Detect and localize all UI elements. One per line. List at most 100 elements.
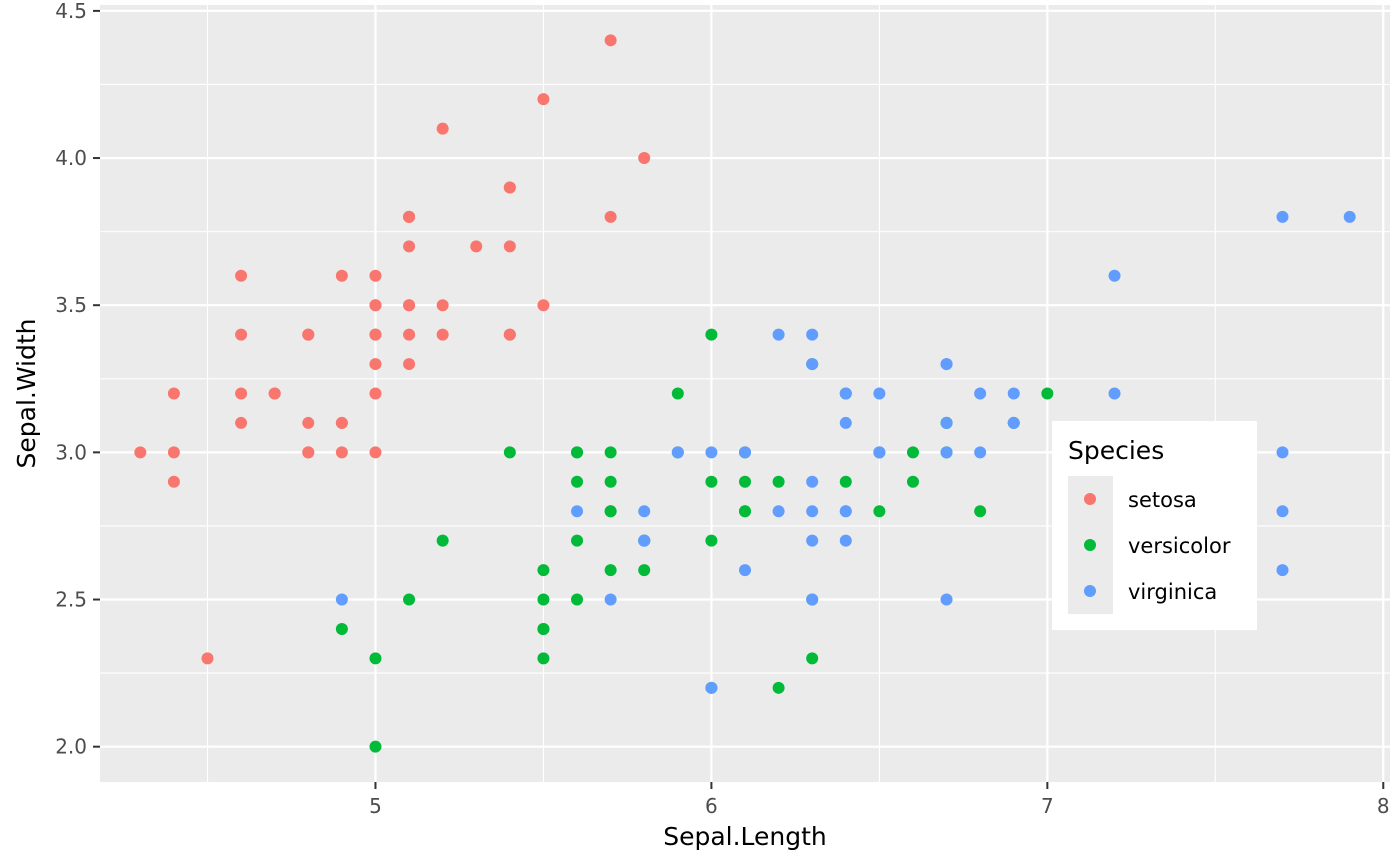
data-point-setosa — [235, 416, 248, 429]
y-tick-label: 3.5 — [55, 293, 87, 317]
x-tick-label: 6 — [705, 794, 718, 818]
grid-minor — [100, 5, 1390, 782]
data-point-virginica — [806, 358, 819, 371]
data-point-setosa — [167, 387, 180, 400]
data-point-virginica — [873, 446, 886, 459]
data-point-versicolor — [873, 505, 886, 518]
data-point-setosa — [436, 328, 449, 341]
data-point-versicolor — [739, 475, 751, 488]
data-point-setosa — [604, 210, 617, 223]
data-point-virginica — [638, 505, 651, 518]
data-point-virginica — [806, 475, 819, 488]
data-point-virginica — [806, 505, 819, 518]
data-point-virginica — [940, 593, 953, 606]
y-tick-label: 4.5 — [55, 0, 87, 23]
data-point-setosa — [335, 446, 348, 459]
data-point-versicolor — [537, 652, 550, 665]
data-point-setosa — [235, 328, 248, 341]
y-tick-label: 2.5 — [55, 588, 87, 612]
axes: 5 6 7 8 2.0 2.5 3.0 3.5 4.0 4.5 — [55, 0, 1389, 818]
data-point-setosa — [335, 269, 348, 282]
plot-panel — [100, 5, 1390, 782]
data-point-virginica — [940, 416, 953, 429]
data-point-setosa — [201, 652, 214, 665]
data-point-virginica — [1276, 210, 1289, 223]
data-point-virginica — [806, 328, 819, 341]
data-point-setosa — [167, 475, 180, 488]
data-point-versicolor — [638, 564, 651, 577]
data-point-setosa — [302, 446, 315, 459]
data-point-setosa — [436, 122, 449, 135]
data-point-versicolor — [571, 446, 584, 459]
data-point-versicolor — [571, 534, 584, 547]
data-point-versicolor — [335, 622, 348, 635]
data-point-virginica — [806, 593, 819, 606]
data-point-setosa — [369, 387, 382, 400]
data-point-setosa — [369, 299, 382, 312]
data-point-virginica — [974, 387, 987, 400]
data-point-setosa — [503, 240, 516, 253]
data-point-versicolor — [571, 593, 584, 606]
legend-swatch-setosa — [1084, 493, 1096, 505]
data-point-versicolor — [369, 652, 382, 665]
data-point-versicolor — [537, 622, 550, 635]
data-point-versicolor — [571, 475, 584, 488]
data-point-virginica — [705, 446, 718, 459]
data-point-versicolor — [537, 564, 550, 577]
data-point-setosa — [235, 269, 248, 282]
data-point-versicolor — [705, 328, 718, 341]
data-point-setosa — [134, 446, 147, 459]
data-point-versicolor — [671, 387, 684, 400]
data-point-versicolor — [705, 475, 718, 488]
legend-swatch-virginica — [1084, 585, 1096, 597]
data-point-versicolor — [906, 475, 919, 488]
data-point-setosa — [403, 240, 416, 253]
data-point-virginica — [1108, 387, 1121, 400]
data-point-versicolor — [974, 505, 987, 518]
data-point-versicolor — [604, 475, 617, 488]
data-point-versicolor — [604, 446, 617, 459]
data-point-setosa — [369, 269, 382, 282]
x-tick-label: 7 — [1041, 794, 1054, 818]
data-point-virginica — [839, 387, 852, 400]
data-point-virginica — [839, 534, 852, 547]
grid-major — [100, 5, 1390, 782]
legend-label-setosa: setosa — [1128, 488, 1197, 512]
data-point-setosa — [369, 358, 382, 371]
legend: Species setosa versicolor virginica — [1052, 421, 1257, 630]
data-point-setosa — [335, 416, 348, 429]
data-point-setosa — [403, 299, 416, 312]
data-point-setosa — [537, 93, 550, 106]
legend-label-virginica: virginica — [1128, 580, 1217, 604]
data-point-versicolor — [436, 534, 449, 547]
y-axis-title: Sepal.Width — [12, 319, 41, 469]
data-point-setosa — [503, 181, 516, 194]
y-tick-label: 2.0 — [55, 735, 87, 759]
data-point-virginica — [638, 534, 651, 547]
y-tick-label: 3.0 — [55, 440, 87, 464]
data-point-versicolor — [839, 475, 852, 488]
data-point-setosa — [470, 240, 483, 253]
y-tick-label: 4.0 — [55, 146, 87, 170]
data-point-versicolor — [537, 593, 550, 606]
data-point-virginica — [1276, 505, 1289, 518]
legend-items: setosa versicolor virginica — [1068, 476, 1231, 614]
data-point-versicolor — [906, 446, 919, 459]
data-point-virginica — [335, 593, 348, 606]
data-point-setosa — [436, 299, 449, 312]
data-point-virginica — [705, 681, 718, 694]
data-point-versicolor — [772, 681, 785, 694]
data-point-virginica — [772, 505, 785, 518]
x-axis-title: Sepal.Length — [663, 822, 827, 851]
data-point-versicolor — [369, 740, 382, 753]
data-point-versicolor — [772, 475, 785, 488]
data-point-virginica — [671, 446, 684, 459]
x-tick-label: 5 — [369, 794, 382, 818]
data-point-versicolor — [604, 505, 617, 518]
data-point-virginica — [1108, 269, 1121, 282]
data-point-setosa — [369, 328, 382, 341]
data-point-versicolor — [1041, 387, 1054, 400]
data-point-virginica — [1343, 210, 1356, 223]
data-point-virginica — [739, 446, 751, 459]
data-point-setosa — [537, 299, 550, 312]
